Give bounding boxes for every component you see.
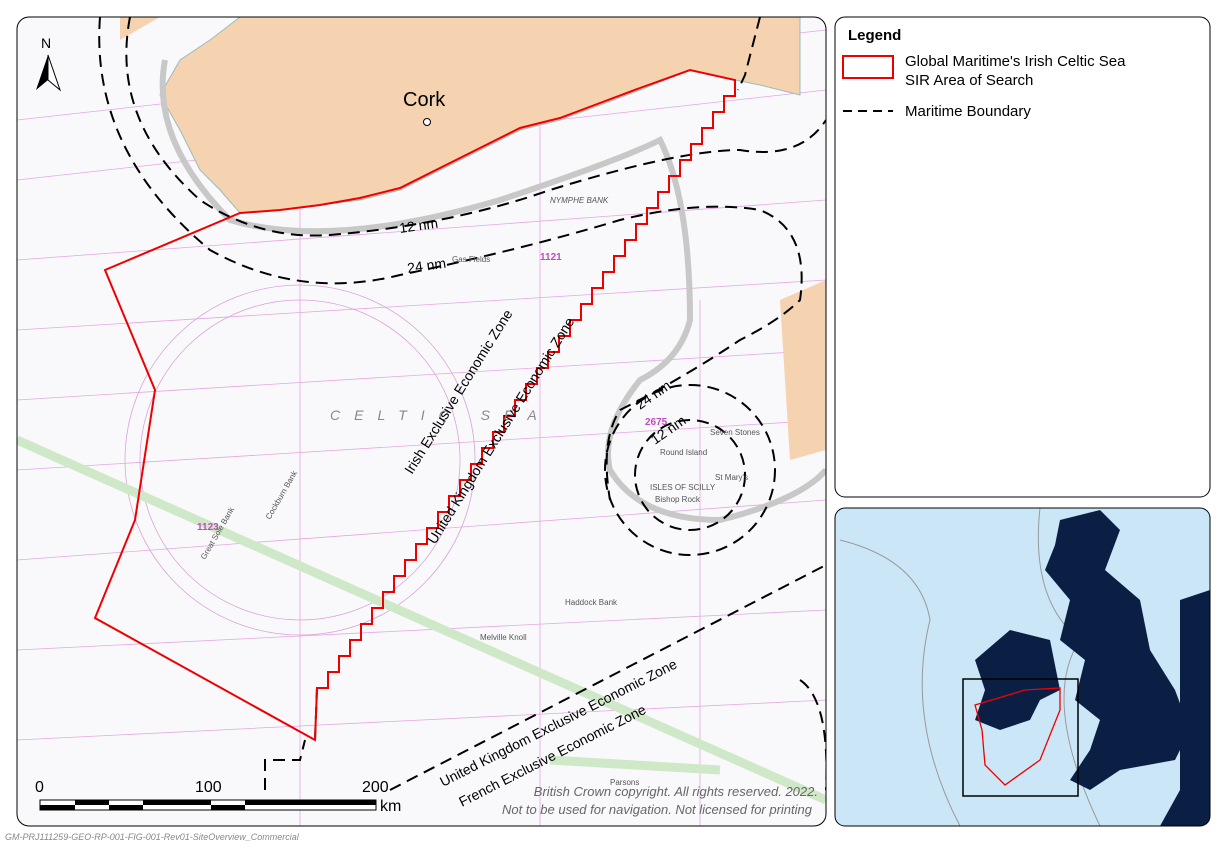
place-label: Bishop Rock bbox=[655, 495, 701, 504]
place-label: ISLES OF SCILLY bbox=[650, 483, 716, 492]
place-label: Parsons bbox=[610, 778, 639, 787]
legend-item: Global Maritime's Irish Celtic Sea SIR Ar… bbox=[905, 53, 1126, 89]
chart-number: 1121 bbox=[540, 252, 562, 263]
boundary-label: 24 nm bbox=[406, 255, 447, 276]
inset-frame bbox=[834, 507, 1211, 827]
boundary-label: 12 nm bbox=[398, 215, 439, 236]
place-label: Seven Stones bbox=[710, 428, 760, 437]
place-label: Gas Fields bbox=[452, 255, 490, 264]
scale-label: 200 bbox=[362, 779, 389, 796]
north-arrow: N bbox=[36, 35, 62, 92]
legend-frame bbox=[834, 16, 1211, 498]
scale-bar: 0 100 200 km bbox=[35, 779, 401, 815]
area-of-search bbox=[93, 68, 736, 742]
scale-label: 0 bbox=[35, 779, 44, 796]
land-ireland bbox=[159, 17, 801, 214]
maritime-boundaries bbox=[98, 17, 826, 791]
traffic-lane bbox=[17, 435, 826, 805]
main-map: Cork NYMPHE BANK Gas Fields ISLES OF SCI… bbox=[17, 17, 826, 826]
inset-map bbox=[835, 508, 1210, 826]
place-label: CELTIC SEA bbox=[330, 407, 551, 423]
land-cornwall bbox=[780, 280, 826, 460]
legend-swatch bbox=[842, 55, 894, 79]
place-label: St Mary's bbox=[715, 473, 748, 482]
legend-title: Legend bbox=[848, 27, 901, 44]
place-label: Melville Knoll bbox=[480, 633, 527, 642]
chart-number: 1123 bbox=[197, 522, 219, 533]
land bbox=[120, 17, 160, 40]
scale-unit: km bbox=[380, 798, 401, 815]
place-label: NYMPHE BANK bbox=[550, 196, 609, 205]
place-label: Cork bbox=[403, 89, 446, 111]
copyright: British Crown copyright. All rights rese… bbox=[534, 784, 818, 799]
city-marker bbox=[423, 118, 431, 126]
north-label: N bbox=[41, 35, 51, 51]
chart-limit bbox=[159, 59, 826, 524]
scale-label: 100 bbox=[195, 779, 222, 796]
legend-item: Maritime Boundary bbox=[905, 103, 1031, 120]
copyright: Not to be used for navigation. Not licen… bbox=[502, 802, 813, 817]
place-label: Round Island bbox=[660, 448, 707, 457]
chart-number: 2675 bbox=[645, 417, 668, 428]
footer: GM-PRJ111259-GEO-RP-001-FIG-001-Rev01-Si… bbox=[5, 832, 300, 842]
map-frame bbox=[16, 16, 827, 827]
traffic-lane bbox=[549, 755, 721, 775]
place-label: Haddock Bank bbox=[565, 598, 618, 607]
